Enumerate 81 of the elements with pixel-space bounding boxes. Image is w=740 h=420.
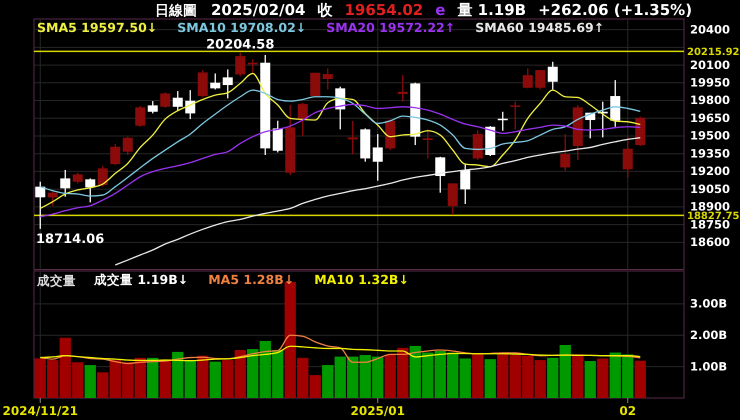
candlestick (248, 58, 258, 76)
candlestick (210, 72, 220, 90)
chart-title: 日線圖 (155, 3, 197, 19)
y-tick-label: 1.00B (690, 359, 728, 374)
text: 19654.02 (344, 1, 424, 19)
candlestick (72, 172, 83, 184)
x-tick-label: 2024/11/21 (2, 404, 78, 418)
text: 量 1.19B (456, 1, 526, 19)
text: 收 (317, 1, 334, 19)
text: 2025/02/04 (211, 1, 306, 19)
candlestick (272, 120, 283, 154)
line-series (114, 137, 641, 266)
candlestick (522, 68, 533, 90)
text: e (435, 1, 446, 19)
candlestick (198, 69, 208, 98)
annotation: 成交量 1.19B↓ (93, 272, 188, 287)
x-tick-label: 2025/01 (350, 404, 405, 418)
y-tick-label: 20100 (690, 58, 730, 72)
candlestick (548, 61, 558, 90)
text: MA5 1.28B↓ (208, 272, 294, 287)
candlestick (560, 133, 570, 172)
y-tick-label: 20400 (690, 22, 730, 36)
text: MA10 1.32B↓ (314, 272, 409, 287)
bar (197, 356, 208, 398)
text: SMA20 19572.22↑ (326, 20, 456, 35)
candlestick (372, 133, 383, 182)
candlestick (460, 162, 470, 205)
y-tick-label: 2.00B (690, 328, 728, 342)
candlestick (35, 181, 46, 230)
candlestick (535, 69, 546, 90)
y-tick-label: 3.00B (690, 296, 728, 311)
candlestick (135, 105, 146, 128)
bar (584, 361, 596, 398)
candlestick (122, 136, 133, 156)
y-tick-label: 19800 (690, 93, 730, 108)
line-series (40, 72, 641, 210)
candlestick (172, 90, 183, 112)
text: SMA10 19708.02↓ (177, 20, 306, 35)
bar (472, 354, 484, 398)
bar (84, 365, 96, 398)
y-tick-label: 19500 (690, 128, 730, 143)
candlestick (348, 120, 358, 156)
bar (634, 360, 646, 398)
bar (160, 360, 171, 398)
candlestick (622, 135, 633, 178)
candlestick (235, 52, 246, 77)
candlestick (435, 156, 446, 194)
candlestick (148, 100, 158, 114)
bar (572, 356, 584, 398)
bar (147, 358, 158, 398)
y-tick-label: 19200 (690, 164, 730, 178)
chart-title: 成交量 (36, 273, 76, 288)
candlestick (160, 92, 170, 108)
y-tick-label: 19050 (690, 182, 730, 196)
candlestick (448, 182, 458, 216)
bar (210, 362, 221, 398)
ref-line-label: 20215.92 (687, 47, 740, 58)
candlestick (48, 191, 58, 207)
candlestick (60, 169, 70, 198)
y-tick-label: 18600 (690, 235, 730, 250)
candlestick (422, 128, 433, 160)
text: +262.06 (+1.35%) (538, 1, 692, 19)
y-tick-label: 19950 (690, 75, 730, 90)
candlestick (510, 101, 520, 130)
x-tick-label: 02 (619, 404, 636, 418)
candlestick (110, 143, 120, 166)
text: SMA60 19485.69↑ (475, 20, 604, 35)
annotation: 20204.58 (206, 38, 274, 53)
bar (484, 359, 496, 398)
candlestick (98, 165, 108, 188)
y-tick-label: 19350 (690, 146, 730, 160)
annotation: 18714.06 (36, 232, 104, 247)
candlestick (322, 68, 333, 90)
candlestick (298, 102, 308, 137)
candlestick (498, 111, 508, 132)
line-series (40, 346, 641, 362)
text: SMA5 19597.50↓ (37, 20, 158, 35)
y-tick-label: 19650 (690, 110, 730, 125)
candlestick (85, 178, 96, 204)
bar (597, 358, 608, 398)
candlestick (222, 68, 233, 100)
